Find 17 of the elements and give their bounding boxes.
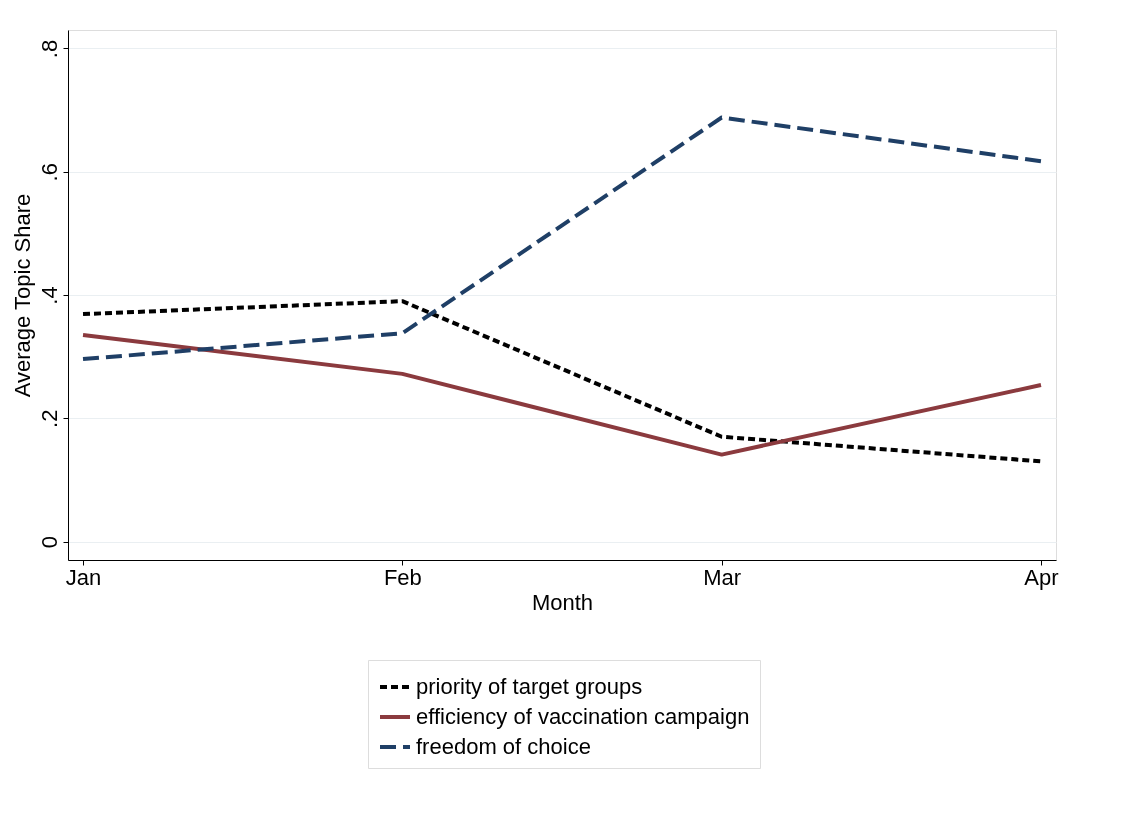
x-tick-label: Apr <box>1024 564 1059 590</box>
line-series <box>81 115 1043 362</box>
x-tick-label: Jan <box>65 564 102 590</box>
y-tick-label: .6 <box>36 163 62 182</box>
y-tick-label: .2 <box>36 409 62 428</box>
x-axis-title: Month <box>531 589 594 615</box>
y-tick-label: .8 <box>36 39 62 59</box>
y-tick-label: 0 <box>36 535 62 549</box>
x-tick-label: Feb <box>383 564 422 590</box>
x-tick-label: Mar <box>703 564 742 590</box>
y-tick-label: .4 <box>36 286 62 305</box>
y-axis-title: Average Topic Share <box>9 193 35 398</box>
legend-label: priority of target groups <box>416 674 643 699</box>
legend-label: freedom of choice <box>416 734 591 759</box>
line-series <box>81 299 1043 464</box>
legend-label: efficiency of vaccination campaign <box>416 704 750 729</box>
line-series <box>81 333 1043 457</box>
